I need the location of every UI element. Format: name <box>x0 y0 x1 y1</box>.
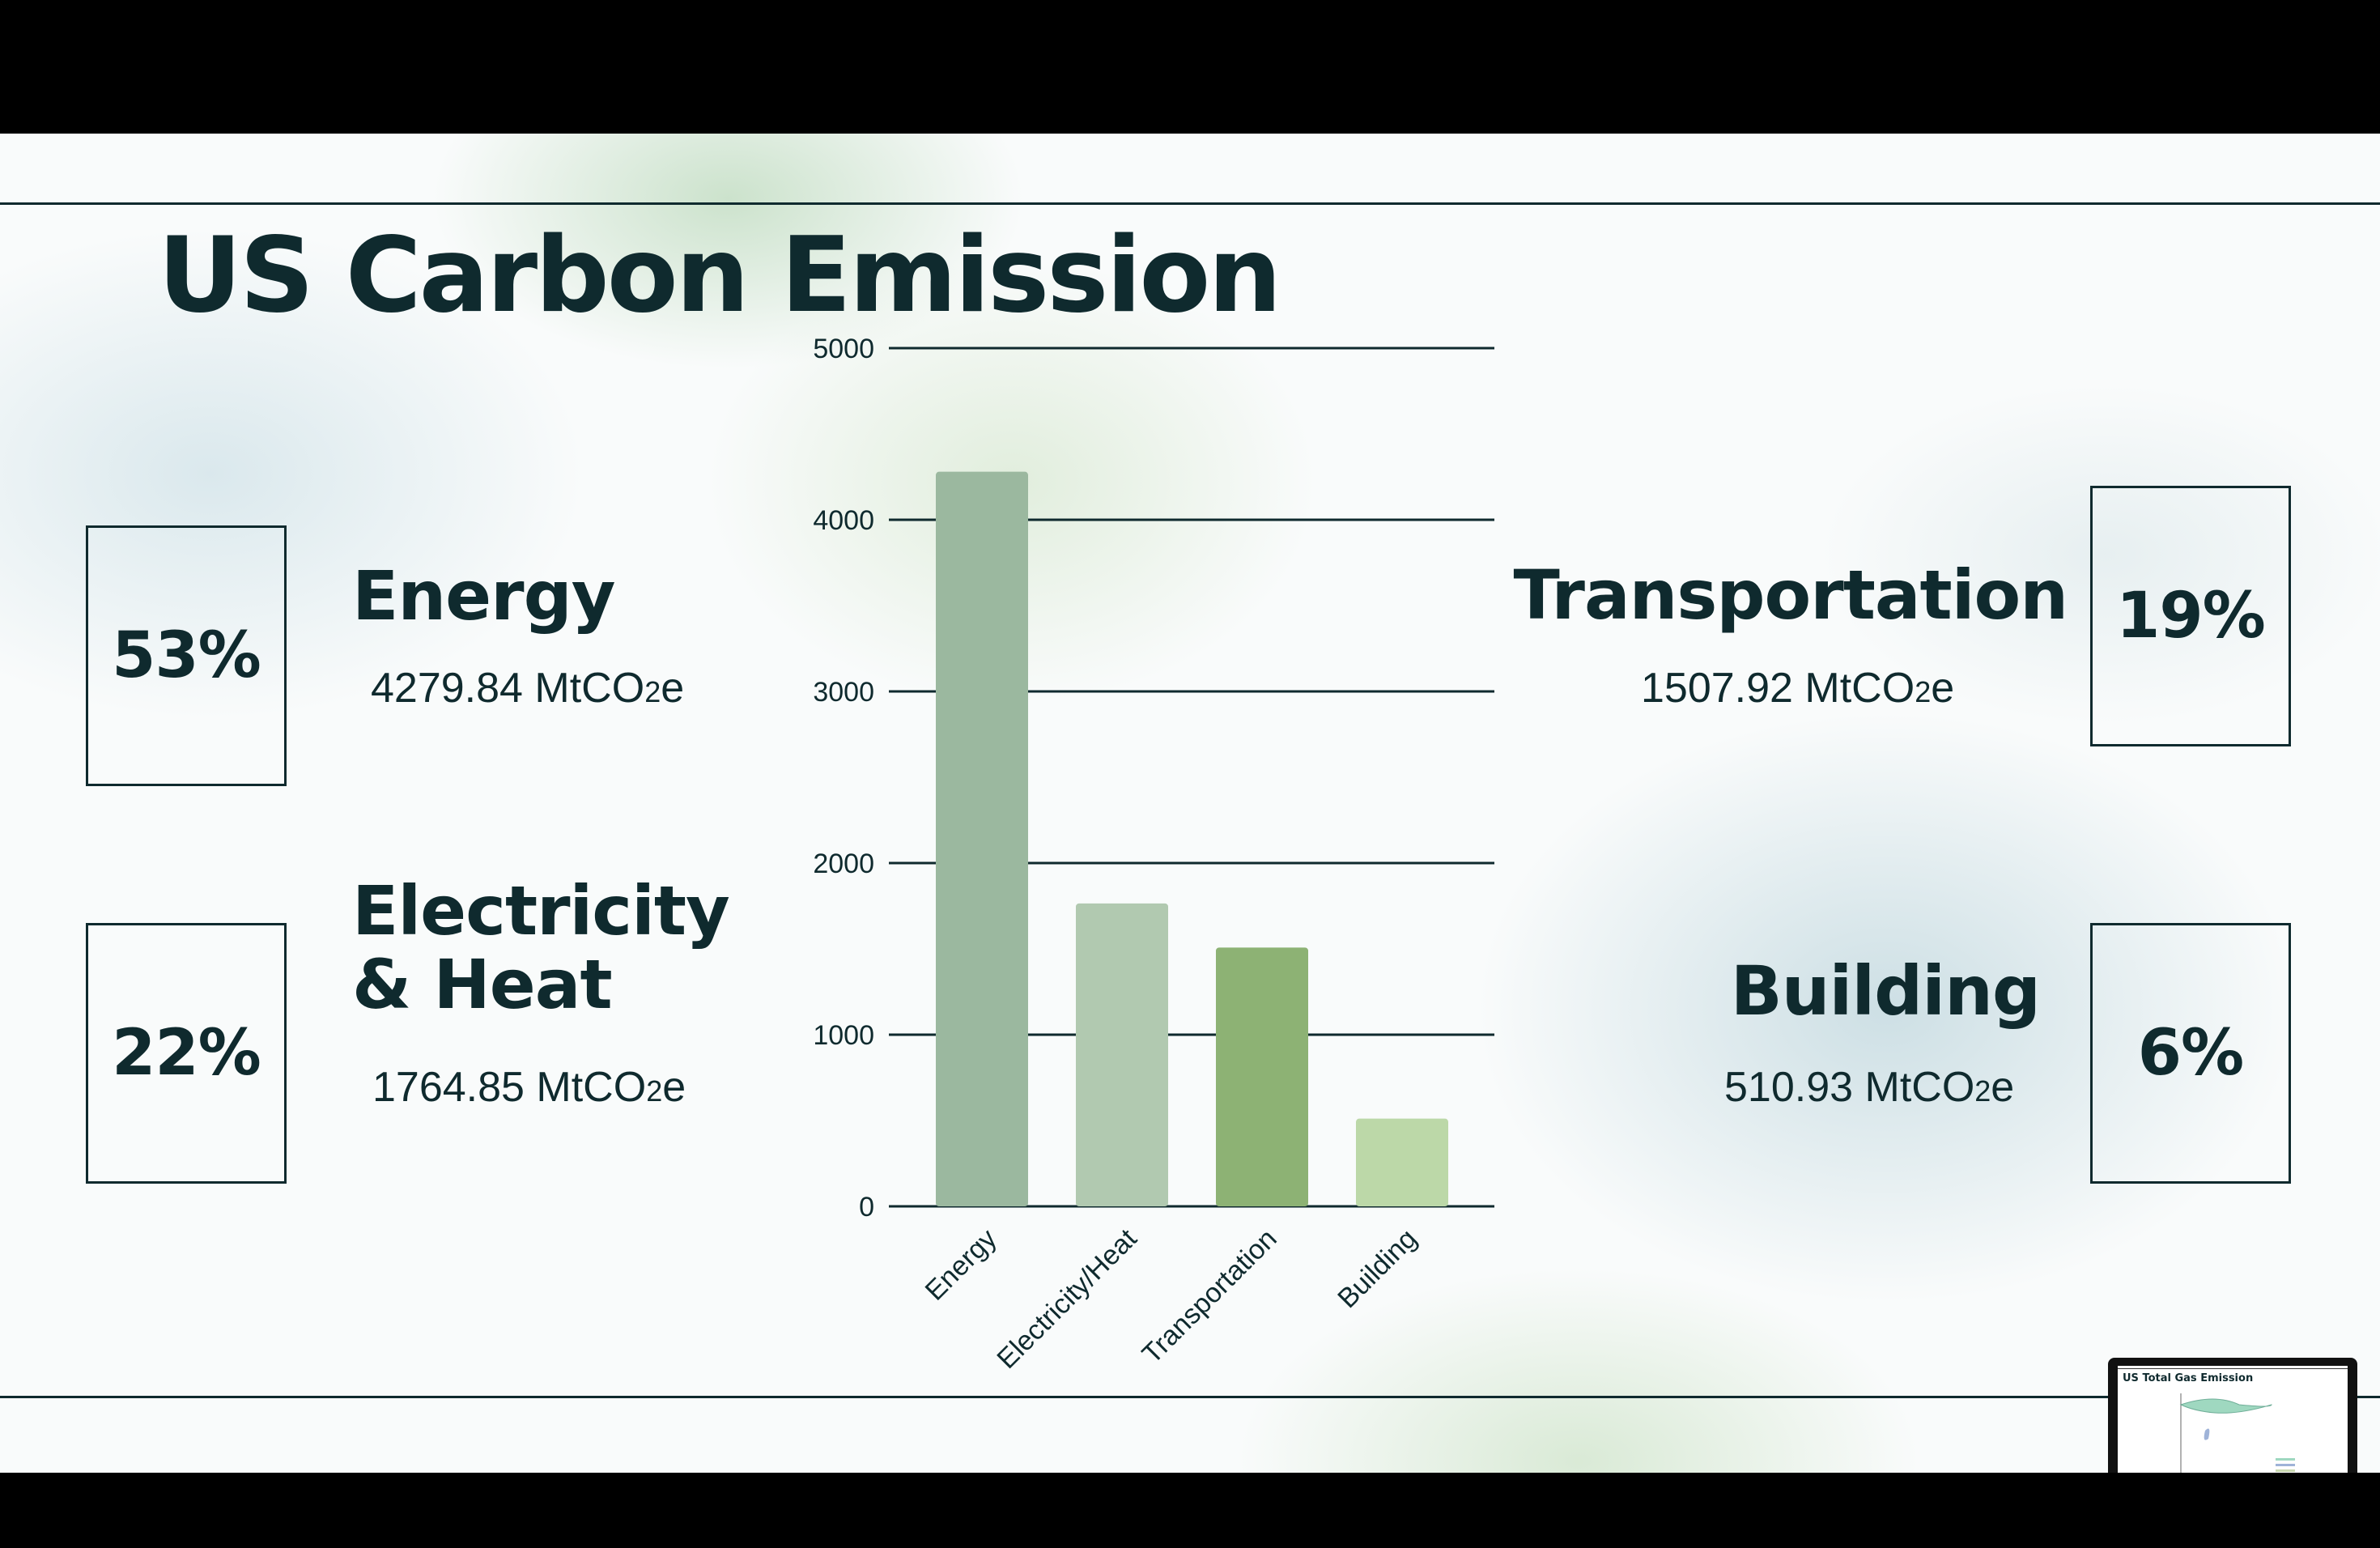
y-tick-label: 5000 <box>813 334 874 364</box>
x-tick-label: Building <box>1332 1223 1422 1314</box>
electricity-value-unit: MtCO2e <box>536 1064 686 1111</box>
bottom-divider <box>0 1396 2380 1398</box>
x-tick-label: Energy <box>920 1223 1003 1307</box>
energy-percent: 53% <box>112 619 261 692</box>
bar-energy <box>936 471 1028 1206</box>
energy-value-number: 4279.84 <box>371 665 523 712</box>
energy-percent-box: 53% <box>86 525 287 786</box>
y-tick-label: 4000 <box>813 505 874 536</box>
electricity-title: Electricity & Heat <box>352 871 730 1024</box>
building-value-number: 510.93 <box>1724 1064 1854 1111</box>
y-tick-label: 3000 <box>813 677 874 708</box>
energy-value: 4279.84 MtCO2e <box>371 664 684 712</box>
electricity-title-line-1: Electricity <box>352 871 730 950</box>
y-tick-label: 0 <box>859 1192 874 1223</box>
transportation-value-unit: MtCO2e <box>1804 665 1955 712</box>
electricity-percent: 22% <box>112 1017 261 1090</box>
electricity-percent-box: 22% <box>86 923 287 1184</box>
slide-title: US Carbon Emission <box>158 215 1281 336</box>
slide-thumbnail[interactable]: US Total Gas Emission <box>2108 1358 2357 1473</box>
thumbnail-legend <box>2276 1464 2295 1466</box>
y-tick-label: 2000 <box>813 848 874 879</box>
transportation-title-line: Transportation <box>1513 555 2068 635</box>
energy-value-unit: MtCO2e <box>534 665 685 712</box>
electricity-value: 1764.85 MtCO2e <box>372 1063 686 1112</box>
electricity-value-number: 1764.85 <box>372 1064 525 1111</box>
electricity-title-line-2: & Heat <box>352 944 613 1024</box>
building-value: 510.93 MtCO2e <box>1724 1063 2014 1112</box>
thumbnail-violin-small <box>2204 1428 2210 1440</box>
thumbnail-legend <box>2276 1458 2295 1461</box>
thumbnail-title: US Total Gas Emission <box>2123 1372 2254 1384</box>
thumbnail-violin <box>2179 1398 2272 1414</box>
building-percent-box: 6% <box>2090 923 2291 1184</box>
building-title-line: Building <box>1730 951 2041 1031</box>
y-tick-label: 1000 <box>813 1020 874 1051</box>
transportation-value: 1507.92 MtCO2e <box>1641 664 1954 712</box>
x-tick-label: Transportation <box>1137 1223 1283 1370</box>
transportation-title: Transportation <box>1513 559 2068 632</box>
transportation-value-number: 1507.92 <box>1641 665 1793 712</box>
building-percent: 6% <box>2137 1017 2244 1090</box>
building-title: Building <box>1730 951 2041 1031</box>
emission-bar-chart: 0 1000 2000 3000 4000 5000 EnergyElectricity/H… <box>813 334 1494 1375</box>
slide-thumbnail-preview: US Total Gas Emission <box>2118 1366 2348 1473</box>
x-tick-label: Electricity/Heat <box>991 1223 1143 1375</box>
bar-building <box>1356 1118 1448 1206</box>
thumbnail-legend <box>2276 1469 2295 1472</box>
thumbnail-chart <box>2179 1393 2295 1473</box>
building-value-unit: MtCO2e <box>1864 1064 2015 1111</box>
slide: US Carbon Emission 53% Energy 4279.84 Mt… <box>0 134 2380 1473</box>
energy-title-line: Energy <box>352 556 615 636</box>
transportation-percent-box: 19% <box>2090 486 2291 746</box>
thumbnail-top-line <box>2118 1368 2348 1369</box>
bar-electricity-heat <box>1076 903 1168 1206</box>
transportation-percent: 19% <box>2116 580 2266 653</box>
bar-transportation <box>1216 947 1308 1206</box>
energy-title: Energy <box>352 556 615 636</box>
top-divider <box>0 202 2380 205</box>
